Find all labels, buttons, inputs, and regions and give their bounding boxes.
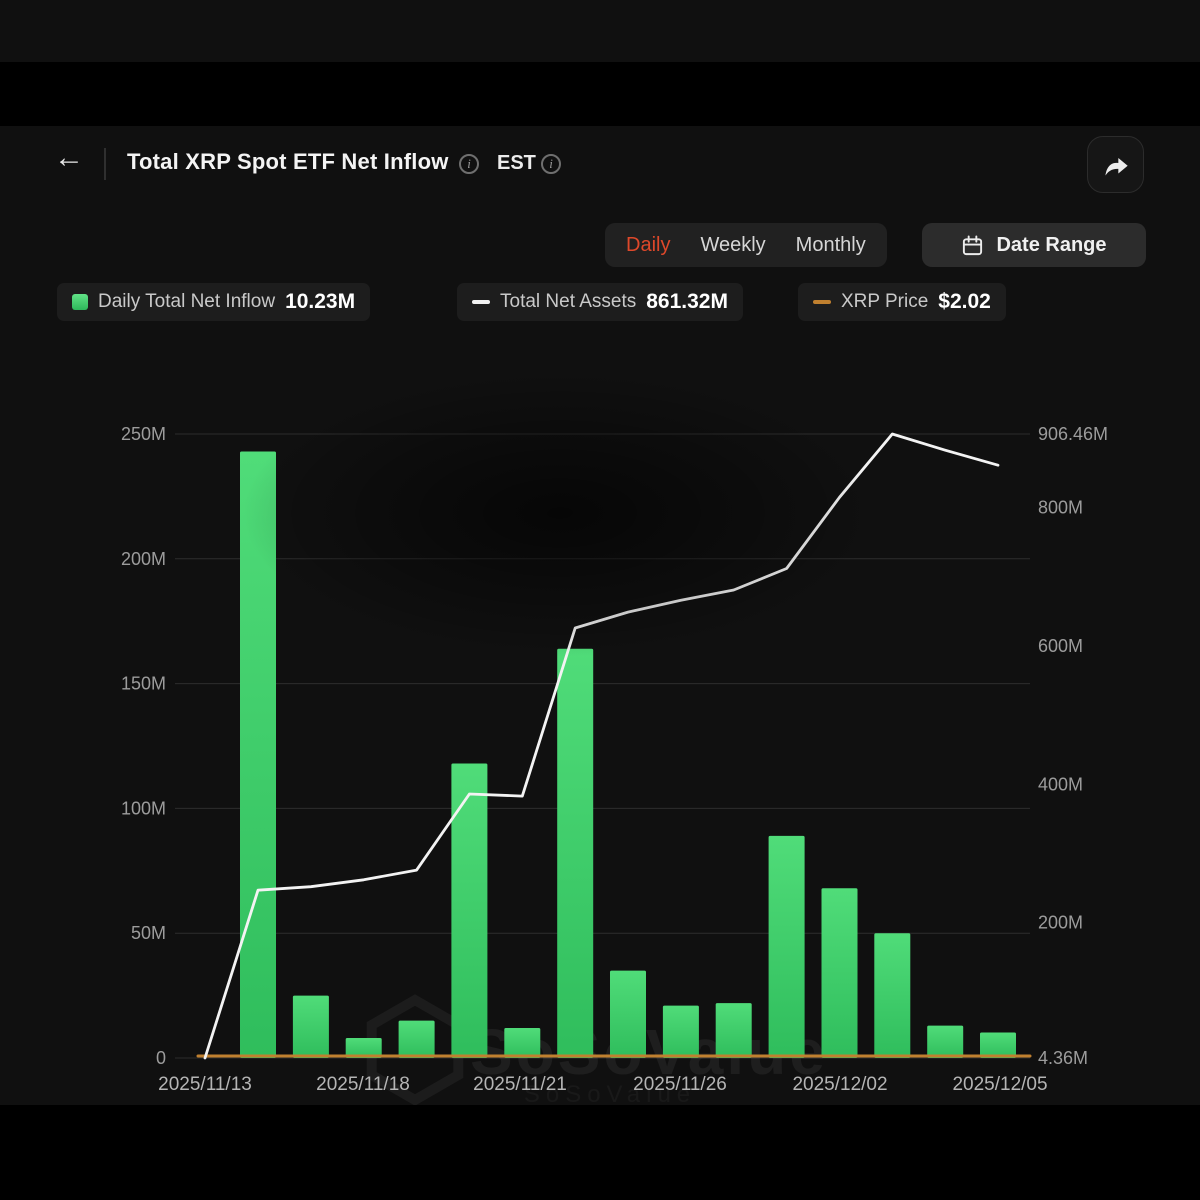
right-axis-tick-label: 800M: [1038, 498, 1083, 518]
info-icon[interactable]: i: [459, 154, 479, 174]
legend-label: Total Net Assets: [500, 291, 637, 312]
left-axis-tick-label: 100M: [121, 798, 166, 818]
top-black-band: [0, 62, 1200, 126]
legend-value: 861.32M: [646, 290, 728, 313]
left-axis-tick-label: 250M: [121, 424, 166, 444]
left-axis-tick-label: 50M: [131, 923, 166, 943]
timezone-info-icon[interactable]: i: [541, 154, 561, 174]
chart-plot-area[interactable]: [175, 394, 1030, 1058]
page-title: Total XRP Spot ETF Net Inflow: [127, 149, 449, 174]
legend-value: 10.23M: [285, 290, 356, 313]
header-divider: [104, 148, 106, 180]
timezone-label: EST: [497, 152, 536, 174]
inflow-bar: [768, 835, 805, 1058]
tab-daily[interactable]: Daily: [611, 223, 685, 267]
date-range-button[interactable]: Date Range: [922, 223, 1146, 267]
inflow-bar: [345, 1038, 382, 1058]
orange-line-swatch-icon: [813, 300, 831, 304]
back-button[interactable]: ←: [48, 142, 90, 174]
inflow-bar: [662, 1005, 699, 1058]
right-axis-tick-label: 200M: [1038, 913, 1083, 933]
green-bar-swatch-icon: [72, 294, 88, 310]
left-axis-tick-label: 0: [156, 1048, 166, 1068]
inflow-bar: [398, 1020, 435, 1058]
bottom-black-band: [0, 1105, 1200, 1200]
x-axis-tick-label: 2025/12/05: [952, 1074, 1047, 1095]
legend-daily-net-inflow[interactable]: Daily Total Net Inflow 10.23M: [57, 283, 371, 321]
x-axis-tick-label: 2025/11/13: [158, 1074, 252, 1095]
left-axis-tick-label: 150M: [121, 674, 166, 694]
inflow-bar: [874, 933, 911, 1058]
watermark-logo-icon: [366, 994, 464, 1106]
inflow-bar: [821, 888, 858, 1058]
x-axis-tick-label: 2025/11/26: [633, 1074, 727, 1095]
legend-xrp-price[interactable]: XRP Price $2.02: [798, 283, 1006, 321]
x-axis-tick-label: 2025/12/02: [792, 1074, 887, 1095]
legend-label: Daily Total Net Inflow: [98, 291, 276, 312]
legend-total-net-assets[interactable]: Total Net Assets 861.32M: [457, 283, 743, 321]
inflow-bar: [504, 1028, 541, 1058]
inflow-bar: [980, 1032, 1016, 1058]
tab-monthly[interactable]: Monthly: [781, 223, 881, 267]
inflow-bar: [715, 1003, 752, 1058]
x-axis-tick-label: 2025/11/18: [316, 1074, 410, 1095]
right-axis-tick-label: 400M: [1038, 774, 1083, 794]
inflow-bar: [451, 763, 488, 1058]
inflow-bar: [292, 995, 329, 1058]
inflow-bar: [927, 1025, 964, 1058]
time-range-tabs: Daily Weekly Monthly: [605, 223, 887, 267]
legend-value: $2.02: [938, 290, 991, 313]
share-icon: [1105, 157, 1128, 175]
legend-label: XRP Price: [841, 291, 929, 312]
share-button[interactable]: [1087, 136, 1144, 193]
tab-weekly[interactable]: Weekly: [685, 223, 780, 267]
right-axis-tick-label: 906.46M: [1038, 424, 1108, 444]
white-line-swatch-icon: [472, 300, 490, 304]
inflow-bar: [610, 970, 646, 1058]
calendar-icon: [963, 234, 983, 255]
date-range-label: Date Range: [996, 233, 1107, 256]
left-axis-tick-label: 200M: [121, 549, 166, 569]
inflow-bar: [557, 648, 594, 1058]
right-axis-tick-label: 4.36M: [1038, 1048, 1088, 1068]
right-axis-tick-label: 600M: [1038, 636, 1083, 656]
watermark-subtext: SoSoValue: [524, 1081, 696, 1108]
x-axis-tick-label: 2025/11/21: [473, 1074, 567, 1095]
